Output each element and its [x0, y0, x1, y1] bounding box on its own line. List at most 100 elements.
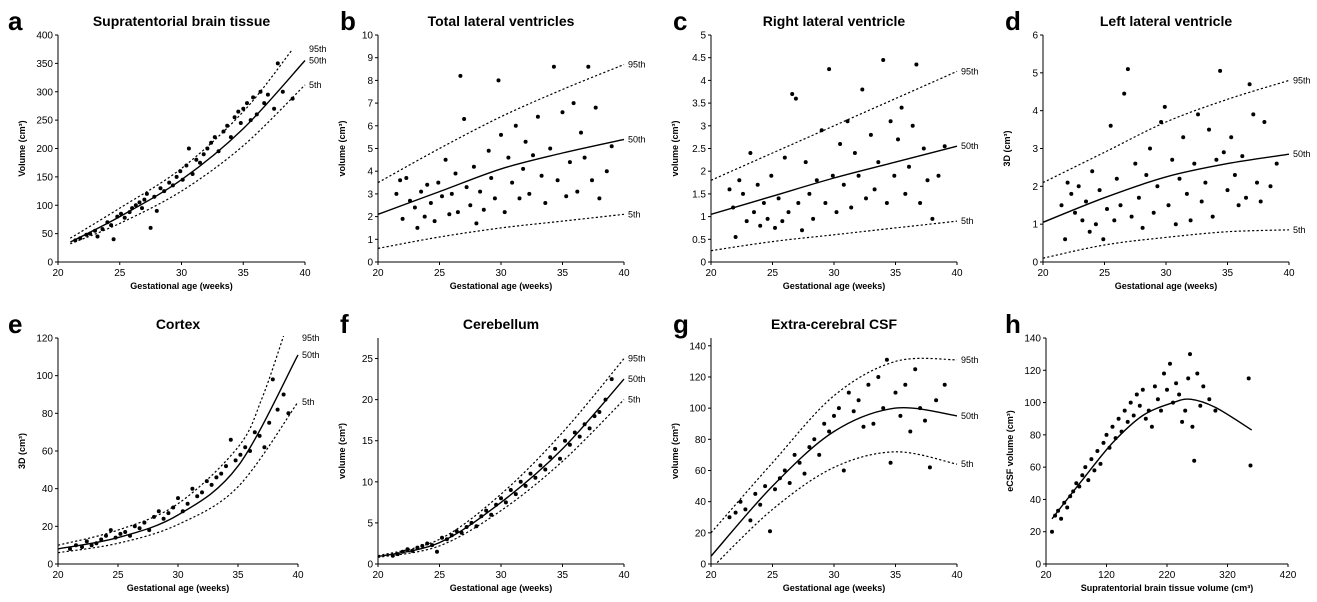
data-point — [1108, 123, 1113, 128]
data-point — [741, 191, 745, 196]
data-point — [592, 414, 597, 419]
data-point — [1244, 195, 1248, 200]
x-tick-label: 20 — [372, 570, 384, 581]
data-point — [436, 180, 441, 185]
data-point — [872, 187, 877, 192]
data-point — [934, 398, 939, 403]
curve-5th — [378, 213, 625, 249]
percentile-label-95th: 95th — [961, 355, 979, 365]
x-tick-label: 25 — [114, 268, 126, 279]
data-point — [733, 510, 738, 515]
x-axis-label: Gestational age (weeks) — [783, 583, 886, 593]
data-point — [1122, 408, 1127, 413]
data-point — [109, 223, 114, 228]
data-point — [769, 173, 774, 178]
data-point — [1092, 468, 1097, 473]
data-point — [494, 502, 499, 507]
x-tick-label: 30 — [1160, 268, 1172, 279]
data-point — [727, 187, 732, 192]
data-point — [807, 445, 812, 450]
data-point — [462, 117, 467, 121]
data-point — [871, 421, 876, 426]
data-point — [881, 406, 886, 411]
data-point — [228, 135, 233, 140]
x-tick-label: 120 — [1098, 570, 1115, 581]
data-point — [432, 219, 437, 224]
data-point — [251, 95, 256, 100]
data-point — [1098, 461, 1103, 466]
data-point — [538, 463, 543, 468]
data-point — [1166, 203, 1171, 208]
data-point — [898, 413, 903, 418]
data-point — [1192, 458, 1197, 463]
data-point — [458, 73, 463, 78]
y-tick-label: 20 — [1030, 527, 1042, 538]
data-point — [817, 452, 822, 457]
data-point — [1177, 176, 1182, 181]
data-point — [257, 433, 262, 438]
percentile-label-50th: 50th — [302, 350, 320, 360]
curve-50th — [378, 138, 625, 215]
y-tick-label: 0.5 — [692, 235, 706, 246]
data-point — [1087, 229, 1092, 234]
data-point — [893, 390, 898, 395]
data-point — [508, 488, 513, 492]
panel-d: d Left lateral ventricle 20 25 30 35 40 0 1 2 3 4 5 6… — [1002, 6, 1311, 291]
curve-95th — [378, 358, 625, 557]
data-point — [1116, 416, 1121, 421]
data-point — [819, 128, 824, 133]
x-tick-label: 20 — [52, 570, 64, 581]
data-point — [147, 528, 152, 533]
data-point — [84, 232, 89, 237]
y-axis-label: volume (cm³) — [337, 423, 347, 479]
data-point — [814, 178, 819, 183]
x-tick-label: 25 — [767, 268, 779, 279]
data-point — [262, 101, 267, 106]
data-point — [479, 514, 484, 519]
curve-95th — [378, 63, 625, 184]
y-tick-label: 0 — [700, 560, 706, 571]
data-point — [1090, 169, 1095, 174]
data-point — [400, 549, 405, 554]
data-point — [1119, 429, 1124, 434]
data-point — [108, 528, 113, 533]
data-point — [270, 377, 275, 382]
data-point — [194, 157, 199, 162]
data-point — [1125, 419, 1130, 424]
data-point — [1080, 473, 1085, 478]
data-point — [513, 123, 518, 128]
x-tick-label: 35 — [232, 570, 244, 581]
data-point — [1173, 222, 1178, 227]
data-point — [275, 407, 280, 412]
data-point — [1069, 191, 1074, 196]
data-point — [864, 196, 868, 201]
data-point — [567, 442, 572, 447]
data-point — [1073, 210, 1077, 215]
panel-b: b Total lateral ventricles 20 25 30 35 40 0 1 2 3 4… — [337, 6, 646, 291]
curve-fit — [1051, 398, 1253, 520]
y-axis-label: eCSF volume (cm³) — [1005, 410, 1015, 492]
panel-letter: a — [8, 6, 23, 36]
data-point — [420, 543, 425, 548]
data-point — [567, 160, 572, 165]
data-point — [73, 238, 78, 243]
data-point — [903, 191, 908, 196]
y-tick-label: 100 — [1024, 398, 1041, 409]
data-point — [1083, 465, 1088, 470]
data-point — [280, 89, 285, 94]
curve-50th — [711, 145, 958, 215]
y-tick-label: 60 — [1030, 463, 1042, 474]
data-point — [927, 465, 932, 470]
data-point — [1221, 150, 1226, 155]
percentile-label-50th: 50th — [628, 374, 646, 384]
data-point — [913, 367, 918, 372]
panel-title: Left lateral ventricle — [1100, 13, 1232, 29]
data-point — [137, 526, 142, 531]
percentile-label-95th: 95th — [628, 354, 646, 364]
data-point — [797, 460, 802, 465]
data-point — [68, 546, 72, 551]
data-point — [765, 216, 770, 221]
data-point — [400, 216, 405, 221]
data-point — [1170, 157, 1175, 162]
